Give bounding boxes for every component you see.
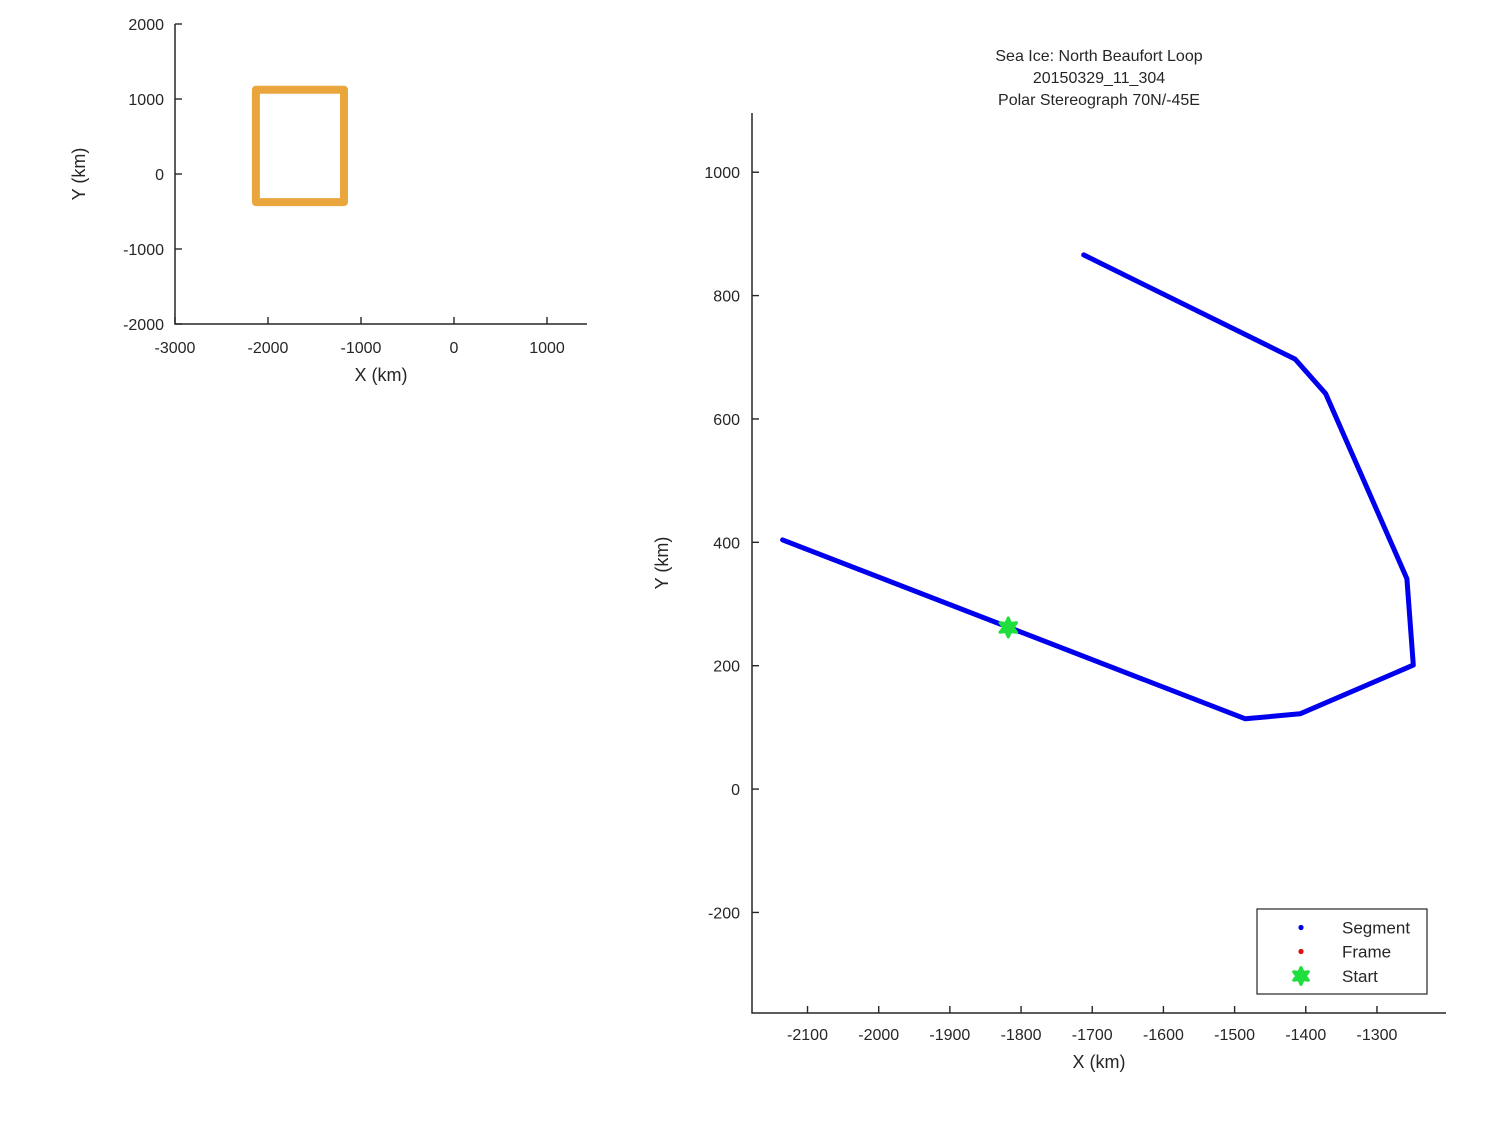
legend-marker-frame-dot-icon xyxy=(1298,948,1304,955)
segment-track xyxy=(780,252,1416,722)
x-axis-label: X (km) xyxy=(355,365,408,385)
chart-overview: -3000 -2000 -1000 0 1000 -2000 -1000 0 1000 2000 X… xyxy=(69,17,587,385)
y-tick-label: 200 xyxy=(713,659,740,676)
x-tick-label: -2000 xyxy=(248,340,289,357)
x-tick-label: -1800 xyxy=(1001,1027,1042,1044)
y-tick-label: 1000 xyxy=(704,165,740,182)
y-axis-label: Y (km) xyxy=(652,537,672,590)
legend-label-start: Start xyxy=(1342,967,1378,986)
y-tick-label: 2000 xyxy=(128,17,164,34)
y-tick-label: -1000 xyxy=(123,242,164,259)
y-tick-label: 1000 xyxy=(128,92,164,109)
legend-box xyxy=(1256,908,1428,995)
x-tick-label: -1600 xyxy=(1143,1027,1184,1044)
chart-title-line-1: Sea Ice: North Beaufort Loop xyxy=(995,48,1202,65)
chart-title-line-2: 20150329_11_304 xyxy=(1033,70,1165,87)
legend-marker-start-hexagram-icon xyxy=(1292,966,1310,986)
y-tick-label: -200 xyxy=(708,905,740,922)
legend-label-segment: Segment xyxy=(1342,919,1410,938)
x-tick-label: -1300 xyxy=(1356,1027,1397,1044)
y-tick-label: 0 xyxy=(155,167,164,184)
start-marker xyxy=(998,616,1018,639)
x-tick-label: -1000 xyxy=(341,340,382,357)
y-tick-label: 600 xyxy=(713,412,740,429)
y-tick-label: 0 xyxy=(731,782,740,799)
y-tick-label: 800 xyxy=(713,289,740,306)
x-tick-label: 0 xyxy=(450,340,459,357)
chart-title-line-3: Polar Stereograph 70N/-45E xyxy=(998,92,1200,109)
x-tick-label: -1700 xyxy=(1072,1027,1113,1044)
x-tick-label: -1900 xyxy=(929,1027,970,1044)
footprint-box xyxy=(251,85,348,207)
x-tick-label: -1400 xyxy=(1285,1027,1326,1044)
x-tick-label: -2100 xyxy=(787,1027,828,1044)
legend-marker-segment-dot-icon xyxy=(1298,924,1304,931)
axis-spines xyxy=(174,24,587,325)
legend: Segment Frame Start xyxy=(1256,908,1428,995)
y-axis-label: Y (km) xyxy=(69,148,89,201)
x-axis-label: X (km) xyxy=(1073,1052,1126,1072)
x-tick-label: 1000 xyxy=(529,340,565,357)
x-tick-label: -2000 xyxy=(858,1027,899,1044)
axis-spines xyxy=(751,113,1446,1014)
legend-label-frame: Frame xyxy=(1342,943,1391,962)
y-tick-label: -2000 xyxy=(123,317,164,334)
y-tick-label: 400 xyxy=(713,535,740,552)
chart-main: -2100 -2000 -1900 -1800 -1700 -1600 -1500 -1400… xyxy=(652,48,1446,1072)
x-tick-label: -3000 xyxy=(155,340,196,357)
x-tick-label: -1500 xyxy=(1214,1027,1255,1044)
